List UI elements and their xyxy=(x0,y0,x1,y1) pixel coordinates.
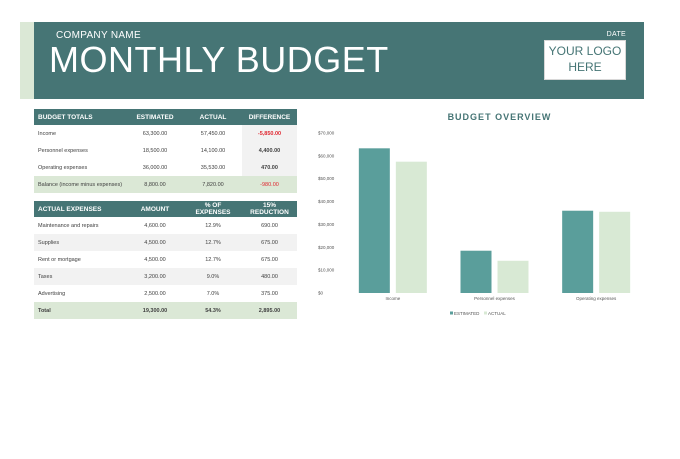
budget-overview-chart[interactable]: BUDGET OVERVIEW $0 $10,000 $20,000 $30,000 $4… xyxy=(305,105,650,330)
reduction-cell[interactable]: 675.00 xyxy=(242,234,297,251)
amount-cell[interactable]: 4,500.00 xyxy=(144,256,166,263)
header-cell[interactable]: ACTUAL xyxy=(184,109,242,125)
percent-cell[interactable]: 9.0% xyxy=(184,268,242,285)
bar-actual-1[interactable] xyxy=(497,260,529,293)
row-label[interactable]: Maintenance and repairs xyxy=(38,222,99,229)
bar-estimated-2[interactable] xyxy=(562,210,594,293)
header-cell[interactable]: % OF EXPENSES xyxy=(184,201,242,217)
row-label[interactable]: Total xyxy=(34,302,126,319)
row-label[interactable]: Income xyxy=(38,130,57,137)
row-label[interactable]: Personnel expenses xyxy=(38,147,88,154)
date-label[interactable]: DATE xyxy=(606,31,626,38)
estimated-cell[interactable]: 18,500.00 xyxy=(142,147,168,154)
table-row: Income 63,300.00 57,450.00 -5,850.00 xyxy=(34,125,297,142)
legend-swatch-actual[interactable] xyxy=(484,311,487,315)
balance-row: Balance (income minus expenses) 8,800.00… xyxy=(34,176,297,193)
company-name[interactable]: COMPANY NAME xyxy=(56,30,141,41)
y-tick-label[interactable]: $50,000 xyxy=(318,176,335,181)
chart-title[interactable]: BUDGET OVERVIEW xyxy=(448,112,552,122)
x-tick-label[interactable]: Personnel expenses xyxy=(474,296,516,301)
y-tick-label[interactable]: $0 xyxy=(318,291,324,296)
table-row: Operating expenses 36,000.00 35,530.00 4… xyxy=(34,159,297,176)
table-row: Taxes 3,200.00 9.0% 480.00 xyxy=(34,268,297,285)
logo-text-line1: YOUR LOGO xyxy=(548,44,622,58)
header-cell[interactable]: ACTUAL EXPENSES xyxy=(34,201,126,217)
x-tick-label[interactable]: Operating expenses xyxy=(576,296,617,301)
percent-cell[interactable]: 54.3% xyxy=(184,302,242,319)
legend-label-actual[interactable]: ACTUAL xyxy=(488,311,506,316)
actual-cell[interactable]: 57,450.00 xyxy=(200,130,226,137)
header-cell[interactable]: DIFFERENCE xyxy=(242,109,297,125)
header-cell[interactable]: ESTIMATED xyxy=(126,109,184,125)
bar-estimated-0[interactable] xyxy=(358,148,390,293)
logo-text-line2: HERE xyxy=(568,60,602,74)
banner-accent xyxy=(20,22,36,99)
percent-cell[interactable]: 12.7% xyxy=(205,256,221,263)
amount-cell[interactable]: 4,500.00 xyxy=(126,234,184,251)
y-tick-label[interactable]: $20,000 xyxy=(318,245,335,250)
header-cell[interactable]: AMOUNT xyxy=(126,201,184,217)
header-cell[interactable]: BUDGET TOTALS xyxy=(34,109,126,125)
actual-expenses-table: ACTUAL EXPENSES AMOUNT % OF EXPENSES 15%… xyxy=(34,201,297,319)
percent-cell[interactable]: 7.0% xyxy=(206,290,220,297)
logo-placeholder[interactable]: YOUR LOGO HERE xyxy=(544,40,626,80)
y-tick-label[interactable]: $30,000 xyxy=(318,222,335,227)
difference-cell[interactable]: -5,850.00 xyxy=(242,125,297,142)
y-tick-label[interactable]: $10,000 xyxy=(318,268,335,273)
reduction-cell[interactable]: 690.00 xyxy=(261,222,278,229)
total-row: Total 19,300.00 54.3% 2,895.00 xyxy=(34,302,297,319)
table-header-row: BUDGET TOTALS ESTIMATED ACTUAL DIFFERENC… xyxy=(34,109,297,125)
percent-cell[interactable]: 12.9% xyxy=(205,222,221,229)
table-row: Maintenance and repairs 4,600.00 12.9% 6… xyxy=(34,217,297,234)
table-row: Personnel expenses 18,500.00 14,100.00 4… xyxy=(34,142,297,159)
page-title[interactable]: MONTHLY BUDGET xyxy=(49,39,389,80)
header-banner: COMPANY NAME MONTHLY BUDGET DATE YOUR LO… xyxy=(34,22,644,99)
bar-estimated-1[interactable] xyxy=(460,250,492,293)
actual-cell[interactable]: 14,100.00 xyxy=(200,147,226,154)
row-label[interactable]: Balance (income minus expenses) xyxy=(34,176,126,193)
table-header-row: ACTUAL EXPENSES AMOUNT % OF EXPENSES 15%… xyxy=(34,201,297,217)
row-label[interactable]: Taxes xyxy=(34,268,126,285)
amount-cell[interactable]: 3,200.00 xyxy=(126,268,184,285)
row-label[interactable]: Advertising xyxy=(38,290,66,297)
table-row: Supplies 4,500.00 12.7% 675.00 xyxy=(34,234,297,251)
reduction-cell[interactable]: 480.00 xyxy=(242,268,297,285)
reduction-cell[interactable]: 375.00 xyxy=(261,290,278,297)
legend-label-estimated[interactable]: ESTIMATED xyxy=(454,311,480,316)
percent-cell[interactable]: 12.7% xyxy=(184,234,242,251)
difference-cell[interactable]: 470.00 xyxy=(242,159,297,176)
estimated-cell[interactable]: 63,300.00 xyxy=(142,130,168,137)
row-label[interactable]: Rent or mortgage xyxy=(38,256,81,263)
table-row: Advertising 2,500.00 7.0% 375.00 xyxy=(34,285,297,302)
difference-cell[interactable]: 4,400.00 xyxy=(242,142,297,159)
actual-cell[interactable]: 7,820.00 xyxy=(184,176,242,193)
amount-cell[interactable]: 4,600.00 xyxy=(144,222,166,229)
header-cell[interactable]: 15% REDUCTION xyxy=(242,201,297,217)
estimated-cell[interactable]: 36,000.00 xyxy=(142,164,168,171)
reduction-cell[interactable]: 675.00 xyxy=(261,256,278,263)
y-tick-label[interactable]: $60,000 xyxy=(318,153,335,158)
actual-cell[interactable]: 35,530.00 xyxy=(200,164,226,171)
reduction-cell[interactable]: 2,895.00 xyxy=(242,302,297,319)
difference-cell[interactable]: -980.00 xyxy=(242,176,297,193)
amount-cell[interactable]: 2,500.00 xyxy=(144,290,166,297)
y-tick-label[interactable]: $70,000 xyxy=(318,131,335,136)
row-label[interactable]: Supplies xyxy=(34,234,126,251)
y-tick-label[interactable]: $40,000 xyxy=(318,199,335,204)
table-row: Rent or mortgage 4,500.00 12.7% 675.00 xyxy=(34,251,297,268)
bar-actual-0[interactable] xyxy=(395,161,427,293)
budget-totals-table: BUDGET TOTALS ESTIMATED ACTUAL DIFFERENC… xyxy=(34,109,297,193)
legend-swatch-estimated[interactable] xyxy=(450,311,453,315)
estimated-cell[interactable]: 8,800.00 xyxy=(126,176,184,193)
amount-cell[interactable]: 19,300.00 xyxy=(126,302,184,319)
bar-actual-2[interactable] xyxy=(599,211,631,293)
row-label[interactable]: Operating expenses xyxy=(38,164,88,171)
x-tick-label[interactable]: Income xyxy=(385,296,400,301)
